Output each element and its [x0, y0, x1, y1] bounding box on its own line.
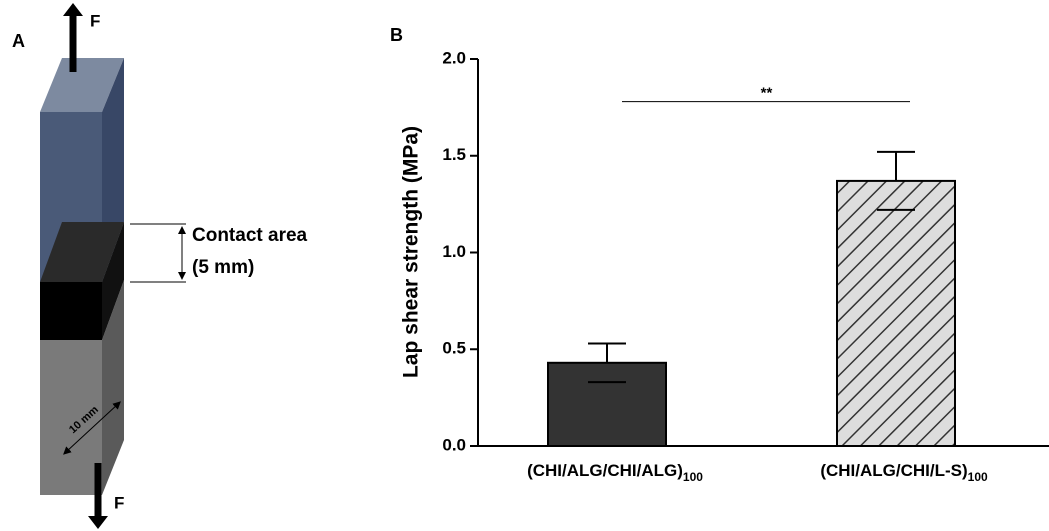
bar: [836, 179, 956, 447]
force-label: F: [90, 11, 100, 30]
panel-label: A: [12, 31, 25, 51]
category-subscript: 100: [968, 470, 988, 484]
significance-label: **: [761, 85, 773, 102]
force-label: F: [114, 493, 124, 512]
category-name: (CHI/ALG/CHI/L-S): [820, 461, 967, 480]
y-tick-label: 2.0: [442, 48, 466, 67]
y-tick-label: 0.0: [442, 435, 466, 454]
x-tick-label: (CHI/ALG/CHI/L-S)100: [820, 461, 988, 484]
contact-size: (5 mm): [192, 257, 254, 278]
bar: [547, 361, 667, 448]
category-subscript: 100: [683, 470, 703, 484]
contact-label: Contact area: [192, 225, 308, 246]
x-tick-label: (CHI/ALG/CHI/ALG)100: [527, 461, 703, 484]
y-tick-label: 0.5: [442, 339, 466, 358]
panel-label: B: [390, 25, 403, 45]
y-tick-label: 1.5: [442, 145, 466, 164]
plot: 0.00.51.01.52.0(CHI/ALG/CHI/ALG)100 (CHI/…: [442, 48, 1049, 484]
y-tick-label: 1.0: [442, 242, 466, 261]
y-axis-label: Lap shear strength (MPa): [400, 126, 423, 378]
specimen-diagram: [40, 3, 186, 529]
category-name: (CHI/ALG/CHI/ALG): [527, 461, 683, 480]
